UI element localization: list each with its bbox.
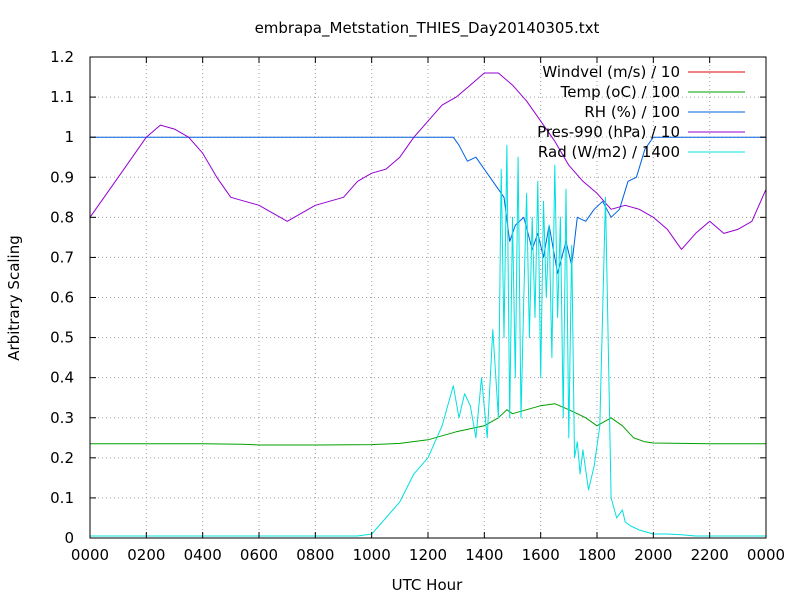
legend-label-0: Windvel (m/s) / 10: [542, 63, 680, 81]
x-tick-label: 2200: [691, 546, 729, 564]
y-tick-label: 0.8: [50, 208, 74, 226]
y-tick-label: 1: [64, 128, 74, 146]
chart-title: embrapa_Metstation_THIES_Day20140305.txt: [255, 19, 600, 38]
y-tick-label: 0.9: [50, 168, 74, 186]
series-lines: [89, 72, 767, 537]
y-axis-title: Arbitrary Scaling: [5, 235, 23, 361]
y-tick-label: 1.2: [50, 48, 74, 66]
legend: Windvel (m/s) / 10 Temp (oC) / 100 RH (%) …: [537, 63, 745, 161]
y-tick-label: 1.1: [50, 88, 74, 106]
x-tick-label: 1400: [465, 546, 503, 564]
series-line-4: [90, 144, 766, 537]
x-tick-label: 2000: [634, 546, 672, 564]
x-tick-label: 1000: [353, 546, 391, 564]
y-tick-label: 0.3: [50, 409, 74, 427]
y-tick-label: 0.5: [50, 329, 74, 347]
legend-label-2: RH (%) / 100: [584, 103, 680, 121]
y-tick-label: 0: [64, 529, 74, 547]
legend-label-4: Rad (W/m2) / 1400: [538, 143, 680, 161]
x-tick-label: 0000: [747, 546, 785, 564]
y-tick-label: 0.2: [50, 449, 74, 467]
x-tick-label: 0400: [184, 546, 222, 564]
x-tick-label: 0000: [71, 546, 109, 564]
series-line-3: [89, 72, 767, 250]
y-tick-label: 0.1: [50, 489, 74, 507]
x-axis-title: UTC Hour: [392, 576, 463, 594]
legend-label-3: Pres-990 (hPa) / 10: [537, 123, 680, 141]
series-line-1: [90, 403, 766, 446]
x-tick-label: 0800: [296, 546, 334, 564]
x-tick-label: 0600: [240, 546, 278, 564]
x-tick-label: 1600: [522, 546, 560, 564]
y-tick-label: 0.4: [50, 369, 74, 387]
x-tick-label: 0200: [127, 546, 165, 564]
axis-ticks: 0000 0200 0400 0600 0800 1000 1200 1400 1600 1800…: [50, 48, 785, 564]
legend-label-1: Temp (oC) / 100: [560, 83, 680, 101]
x-tick-label: 1800: [578, 546, 616, 564]
x-tick-label: 1200: [409, 546, 447, 564]
y-tick-label: 0.6: [50, 289, 74, 307]
y-tick-label: 0.7: [50, 248, 74, 266]
